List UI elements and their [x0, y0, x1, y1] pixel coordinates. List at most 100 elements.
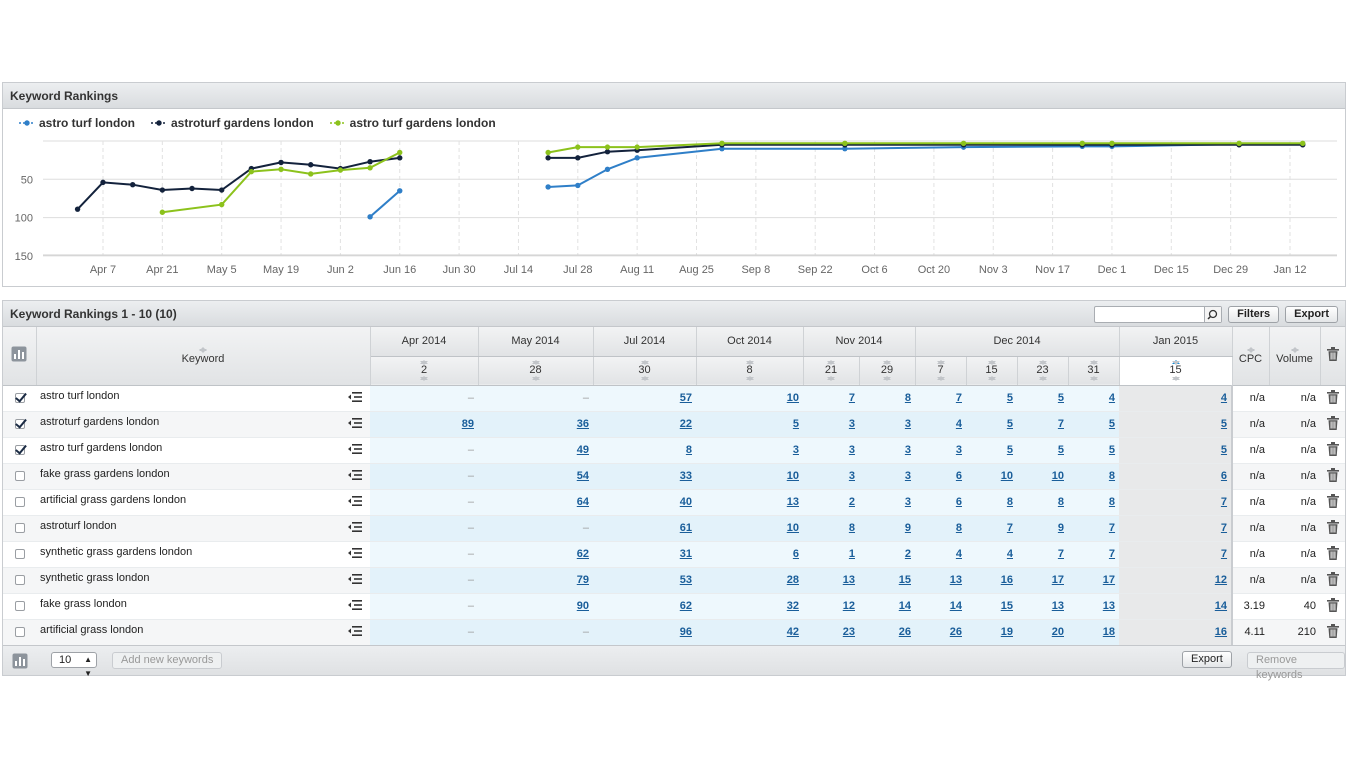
rank-link[interactable]: 2: [904, 548, 911, 560]
rank-link[interactable]: 26: [949, 626, 962, 638]
remove-keywords-button[interactable]: Remove keywords: [1247, 652, 1345, 681]
date-column-header[interactable]: 21: [803, 356, 860, 386]
details-list-icon[interactable]: [348, 625, 362, 640]
rank-link[interactable]: 62: [679, 600, 692, 612]
delete-row-icon[interactable]: [1326, 389, 1339, 404]
rank-link[interactable]: 3: [904, 496, 911, 508]
rank-link[interactable]: 17: [1102, 574, 1116, 586]
rank-link[interactable]: 12: [1214, 574, 1228, 586]
rank-link[interactable]: 7: [1057, 418, 1064, 430]
volume-column-header[interactable]: Volume: [1269, 327, 1321, 386]
rank-link[interactable]: 16: [1000, 574, 1013, 586]
rank-link[interactable]: 89: [461, 418, 474, 430]
data-point[interactable]: [397, 149, 403, 156]
trash-icon[interactable]: [1326, 347, 1339, 362]
rank-link[interactable]: 5: [1220, 444, 1228, 456]
rank-link[interactable]: 3: [904, 470, 911, 482]
data-point[interactable]: [634, 155, 640, 161]
sort-down-icon[interactable]: [532, 376, 540, 381]
data-point[interactable]: [367, 158, 373, 165]
rank-link[interactable]: 5: [1006, 418, 1013, 430]
details-list-icon[interactable]: [348, 417, 362, 432]
date-column-header[interactable]: 7: [915, 356, 967, 386]
details-list-icon[interactable]: [348, 547, 362, 562]
row-checkbox[interactable]: [14, 601, 25, 612]
details-list-icon[interactable]: [348, 573, 362, 588]
legend-item[interactable]: astro turf london: [19, 115, 135, 131]
rank-link[interactable]: 13: [1051, 600, 1064, 612]
rank-link[interactable]: 26: [898, 626, 911, 638]
data-point[interactable]: [604, 144, 611, 150]
column-chart-icon[interactable]: [11, 346, 27, 362]
rank-link[interactable]: 7: [955, 392, 962, 404]
rank-link[interactable]: 33: [679, 470, 692, 482]
data-point[interactable]: [604, 149, 611, 155]
row-checkbox[interactable]: [14, 523, 25, 534]
rank-link[interactable]: 4: [955, 548, 962, 560]
data-point[interactable]: [634, 144, 640, 150]
date-column-header[interactable]: 2: [370, 356, 479, 386]
data-point[interactable]: [248, 168, 255, 175]
data-point[interactable]: [1079, 140, 1085, 146]
rank-link[interactable]: 3: [792, 444, 799, 456]
row-checkbox[interactable]: [14, 471, 25, 482]
sort-down-icon[interactable]: [988, 376, 996, 381]
rank-link[interactable]: 57: [679, 392, 692, 404]
rank-link[interactable]: 4: [955, 418, 962, 430]
sort-down-icon[interactable]: [1172, 376, 1180, 381]
details-list-icon[interactable]: [348, 443, 362, 458]
sort-down-icon[interactable]: [827, 376, 835, 381]
rank-link[interactable]: 79: [576, 574, 589, 586]
rank-link[interactable]: 5: [792, 418, 799, 430]
rank-link[interactable]: 8: [1006, 496, 1013, 508]
rank-link[interactable]: 3: [848, 470, 855, 482]
rank-link[interactable]: 7: [1057, 548, 1064, 560]
rank-link[interactable]: 5: [1057, 392, 1064, 404]
data-point[interactable]: [308, 171, 314, 177]
delete-row-icon[interactable]: [1326, 519, 1339, 534]
rank-link[interactable]: 10: [1051, 470, 1064, 482]
sort-down-icon[interactable]: [1090, 376, 1098, 381]
rank-link[interactable]: 40: [679, 496, 692, 508]
delete-row-icon[interactable]: [1326, 571, 1339, 586]
date-column-header[interactable]: 30: [593, 356, 697, 386]
rank-link[interactable]: 8: [955, 522, 962, 534]
data-point[interactable]: [1300, 140, 1306, 146]
rank-link[interactable]: 22: [679, 418, 692, 430]
delete-row-icon[interactable]: [1326, 623, 1339, 638]
delete-row-icon[interactable]: [1326, 441, 1339, 456]
date-column-header[interactable]: 23: [1017, 356, 1069, 386]
rank-link[interactable]: 5: [1108, 444, 1116, 456]
data-point[interactable]: [575, 155, 581, 161]
export-button-bottom[interactable]: Export: [1182, 651, 1232, 668]
date-column-header[interactable]: 31: [1068, 356, 1120, 386]
data-point[interactable]: [159, 187, 166, 193]
sort-up-icon[interactable]: [1171, 360, 1180, 365]
rank-link[interactable]: 3: [848, 418, 855, 430]
data-point[interactable]: [1236, 140, 1242, 146]
rank-link[interactable]: 12: [842, 600, 855, 612]
rank-link[interactable]: 90: [576, 600, 589, 612]
rank-link[interactable]: 49: [576, 444, 589, 456]
data-point[interactable]: [575, 182, 581, 189]
date-column-header[interactable]: 28: [478, 356, 594, 386]
rank-link[interactable]: 8: [685, 444, 692, 456]
sort-down-icon[interactable]: [937, 376, 945, 381]
data-point[interactable]: [960, 140, 967, 146]
row-checkbox[interactable]: [14, 419, 25, 430]
data-point[interactable]: [397, 155, 403, 161]
data-point[interactable]: [842, 140, 848, 146]
sort-down-icon[interactable]: [1039, 376, 1047, 381]
rank-link[interactable]: 7: [1108, 548, 1116, 560]
rank-link[interactable]: 6: [955, 496, 962, 508]
export-button-top[interactable]: Export: [1285, 306, 1338, 323]
rank-link[interactable]: 9: [904, 522, 911, 534]
data-point[interactable]: [719, 145, 725, 152]
rank-link[interactable]: 8: [1057, 496, 1064, 508]
rank-link[interactable]: 7: [848, 392, 855, 404]
data-point[interactable]: [219, 187, 225, 193]
cpc-column-header[interactable]: CPC: [1232, 327, 1270, 386]
data-point[interactable]: [159, 209, 166, 215]
date-column-header[interactable]: 8: [696, 356, 804, 386]
details-list-icon[interactable]: [348, 391, 362, 406]
